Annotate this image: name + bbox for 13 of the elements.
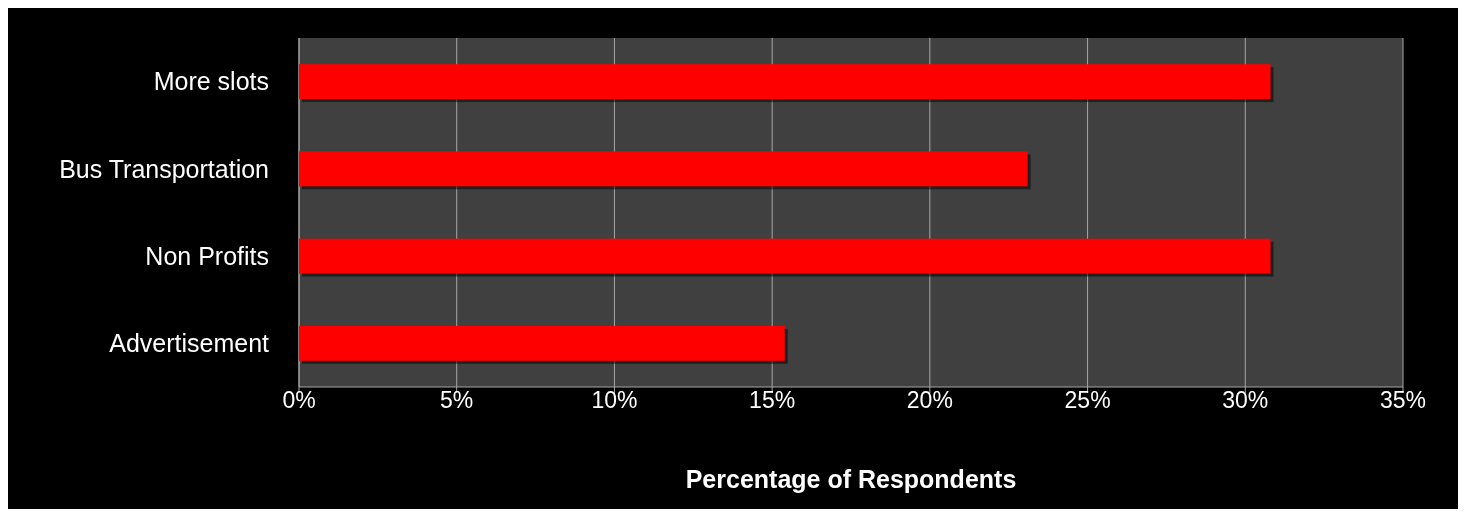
- y-tick-label: Advertisement: [109, 329, 270, 358]
- x-tick-label: 30%: [1222, 387, 1269, 413]
- x-axis-title: Percentage of Respondents: [685, 465, 1017, 493]
- x-tick-label: 25%: [1064, 387, 1111, 413]
- y-tick-label: Bus Transportation: [59, 154, 269, 183]
- x-tick-label: 10%: [591, 387, 638, 413]
- x-tick-label: 0%: [282, 387, 316, 413]
- y-tick-label: More slots: [153, 67, 269, 96]
- y-tick-label: Non Profits: [145, 241, 269, 270]
- x-tick-label: 5%: [440, 387, 474, 413]
- x-tick-label: 20%: [906, 387, 953, 413]
- x-tick-label: 35%: [1379, 387, 1427, 413]
- x-tick-label: 15%: [749, 387, 796, 413]
